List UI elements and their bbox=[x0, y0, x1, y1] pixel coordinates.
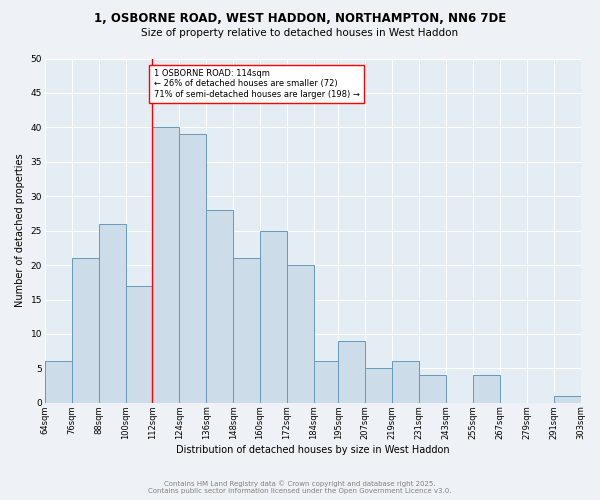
Bar bbox=[314, 362, 338, 403]
Bar bbox=[473, 375, 500, 403]
Bar bbox=[233, 258, 260, 403]
Bar bbox=[260, 230, 287, 403]
Bar bbox=[45, 362, 72, 403]
Bar bbox=[179, 134, 206, 403]
X-axis label: Distribution of detached houses by size in West Haddon: Distribution of detached houses by size … bbox=[176, 445, 449, 455]
Bar bbox=[152, 128, 179, 403]
Bar bbox=[554, 396, 581, 403]
Bar bbox=[72, 258, 98, 403]
Bar bbox=[338, 341, 365, 403]
Bar bbox=[206, 210, 233, 403]
Bar bbox=[98, 224, 125, 403]
Bar bbox=[419, 375, 446, 403]
Bar bbox=[392, 362, 419, 403]
Bar bbox=[365, 368, 392, 403]
Y-axis label: Number of detached properties: Number of detached properties bbox=[15, 154, 25, 308]
Bar bbox=[287, 265, 314, 403]
Bar bbox=[125, 286, 152, 403]
Text: Size of property relative to detached houses in West Haddon: Size of property relative to detached ho… bbox=[142, 28, 458, 38]
Text: Contains HM Land Registry data © Crown copyright and database right 2025.
Contai: Contains HM Land Registry data © Crown c… bbox=[148, 480, 452, 494]
Text: 1, OSBORNE ROAD, WEST HADDON, NORTHAMPTON, NN6 7DE: 1, OSBORNE ROAD, WEST HADDON, NORTHAMPTO… bbox=[94, 12, 506, 26]
Text: 1 OSBORNE ROAD: 114sqm
← 26% of detached houses are smaller (72)
71% of semi-det: 1 OSBORNE ROAD: 114sqm ← 26% of detached… bbox=[154, 69, 359, 98]
